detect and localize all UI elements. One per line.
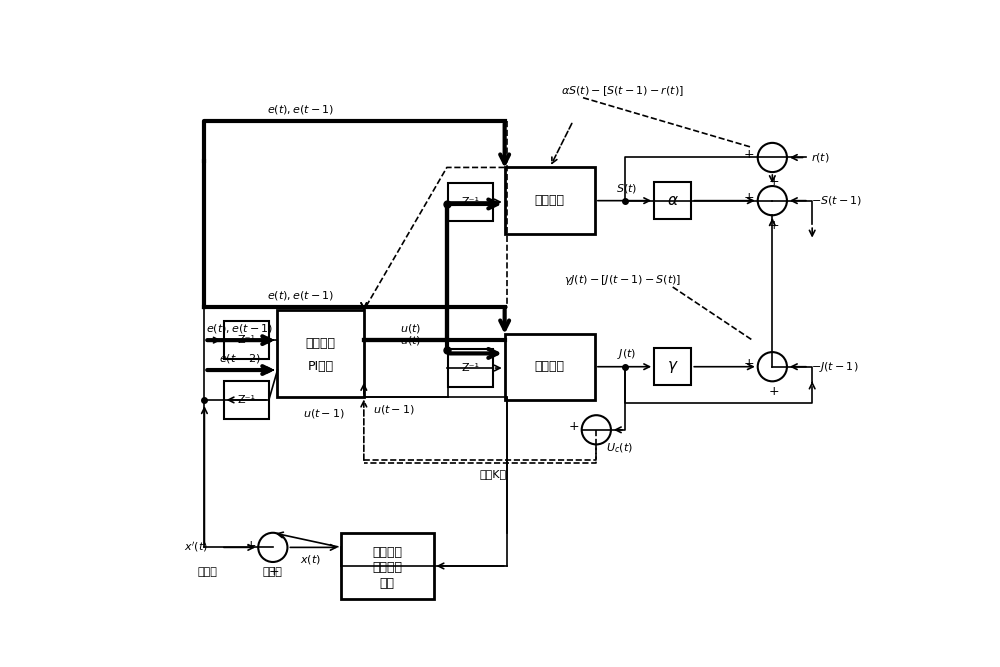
Text: $u(t-1)$: $u(t-1)$: [303, 407, 345, 420]
Text: $\gamma J(t)-[J(t-1)-S(t)]$: $\gamma J(t)-[J(t-1)-S(t)]$: [564, 273, 681, 287]
FancyBboxPatch shape: [224, 381, 269, 419]
FancyBboxPatch shape: [505, 334, 595, 400]
Text: +: +: [768, 175, 779, 188]
FancyBboxPatch shape: [224, 321, 269, 360]
Text: $\alpha$: $\alpha$: [667, 193, 679, 208]
FancyBboxPatch shape: [505, 167, 595, 234]
Text: +: +: [569, 420, 580, 433]
Text: $-S(t-1)$: $-S(t-1)$: [811, 194, 862, 207]
Text: $e(t),e(t-1)$: $e(t),e(t-1)$: [206, 322, 273, 335]
Text: 实际值: 实际值: [263, 568, 283, 578]
Text: 评价网络: 评价网络: [535, 360, 565, 374]
Text: Z⁻¹: Z⁻¹: [461, 197, 479, 207]
Text: $-J(t-1)$: $-J(t-1)$: [811, 360, 858, 374]
Text: $u(t)$: $u(t)$: [400, 322, 422, 335]
Text: 目标网络: 目标网络: [535, 194, 565, 207]
Text: $S(t)$: $S(t)$: [616, 182, 637, 195]
Text: +: +: [768, 385, 779, 398]
Text: $J(t)$: $J(t)$: [617, 348, 636, 362]
Text: 参考值: 参考值: [198, 568, 218, 578]
Text: $u(t)$: $u(t)$: [400, 334, 422, 347]
Text: Z⁻¹: Z⁻¹: [237, 335, 255, 345]
Text: Z⁻¹: Z⁻¹: [461, 363, 479, 373]
FancyBboxPatch shape: [448, 183, 493, 221]
FancyBboxPatch shape: [341, 533, 434, 599]
Text: +: +: [246, 539, 256, 552]
Text: $U_c(t)$: $U_c(t)$: [606, 441, 633, 455]
Text: 永磁同步: 永磁同步: [372, 546, 402, 559]
Text: Z⁻¹: Z⁻¹: [237, 395, 255, 405]
Text: 单神经元: 单神经元: [306, 337, 336, 350]
FancyBboxPatch shape: [654, 182, 691, 219]
Text: PI算法: PI算法: [308, 360, 334, 374]
Text: 调整K值: 调整K值: [480, 469, 507, 479]
Text: +: +: [768, 219, 779, 231]
Text: $e(t),e(t-1)$: $e(t),e(t-1)$: [267, 103, 334, 115]
Text: +: +: [744, 357, 754, 370]
Text: $u(t-1)$: $u(t-1)$: [373, 404, 415, 416]
Text: +: +: [744, 191, 754, 204]
Text: $x(t)$: $x(t)$: [300, 553, 321, 566]
Text: 对象: 对象: [380, 577, 395, 590]
Text: $e(t-2)$: $e(t-2)$: [219, 352, 260, 366]
Text: +: +: [744, 147, 754, 161]
Text: 电机被控: 电机被控: [372, 562, 402, 574]
FancyBboxPatch shape: [448, 349, 493, 388]
Text: $\alpha S(t)-[S(t-1)-r(t)]$: $\alpha S(t)-[S(t-1)-r(t)]$: [561, 84, 684, 97]
Text: $e(t),e(t-1)$: $e(t),e(t-1)$: [267, 289, 334, 302]
Text: $\gamma$: $\gamma$: [667, 359, 679, 375]
Text: +: +: [269, 566, 279, 578]
Text: $x'(t)$: $x'(t)$: [184, 540, 208, 554]
FancyBboxPatch shape: [277, 310, 364, 397]
Text: $r(t)$: $r(t)$: [811, 151, 830, 164]
FancyBboxPatch shape: [654, 348, 691, 385]
